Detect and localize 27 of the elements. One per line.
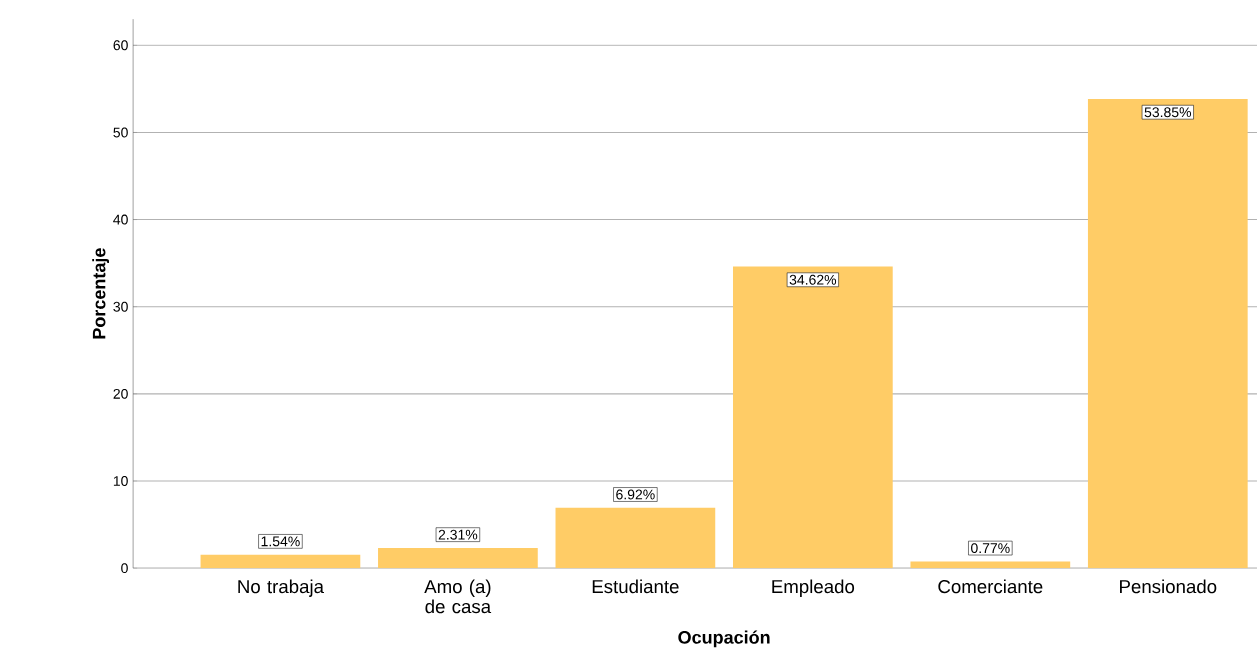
y-tick-label: 40 [113,214,128,225]
x-tick-label: Empleado [772,579,855,597]
y-tick-label: 20 [113,388,128,399]
bar [378,548,538,569]
data-label: 2.31% [438,529,478,540]
data-label: 53.85% [1144,107,1192,118]
y-tick-label: 10 [113,476,128,486]
data-label: 34.62% [789,274,837,285]
bar [732,266,893,569]
bar [555,507,716,569]
x-tick-label: Comerciante [938,579,1043,594]
y-axis-title: Porcentaje [92,248,110,339]
data-label: 1.54% [261,536,300,547]
y-tick-label: 0 [121,563,128,574]
x-axis-title: Ocupación [678,630,770,648]
y-tick-label: 60 [113,40,128,51]
y-tick-label: 30 [113,301,128,312]
bar [1087,98,1248,569]
x-tick-label: Amo (a) de casa [424,579,492,614]
x-tick-label: No trabaja [238,579,324,597]
data-label: 0.77% [971,543,1010,554]
bar [910,561,1071,569]
x-tick-label: Estudiante [592,579,679,594]
bar [200,554,361,569]
y-tick-label: 50 [113,127,128,138]
x-tick-label: Pensionado [1120,579,1217,594]
data-label: 6.92% [616,489,655,500]
